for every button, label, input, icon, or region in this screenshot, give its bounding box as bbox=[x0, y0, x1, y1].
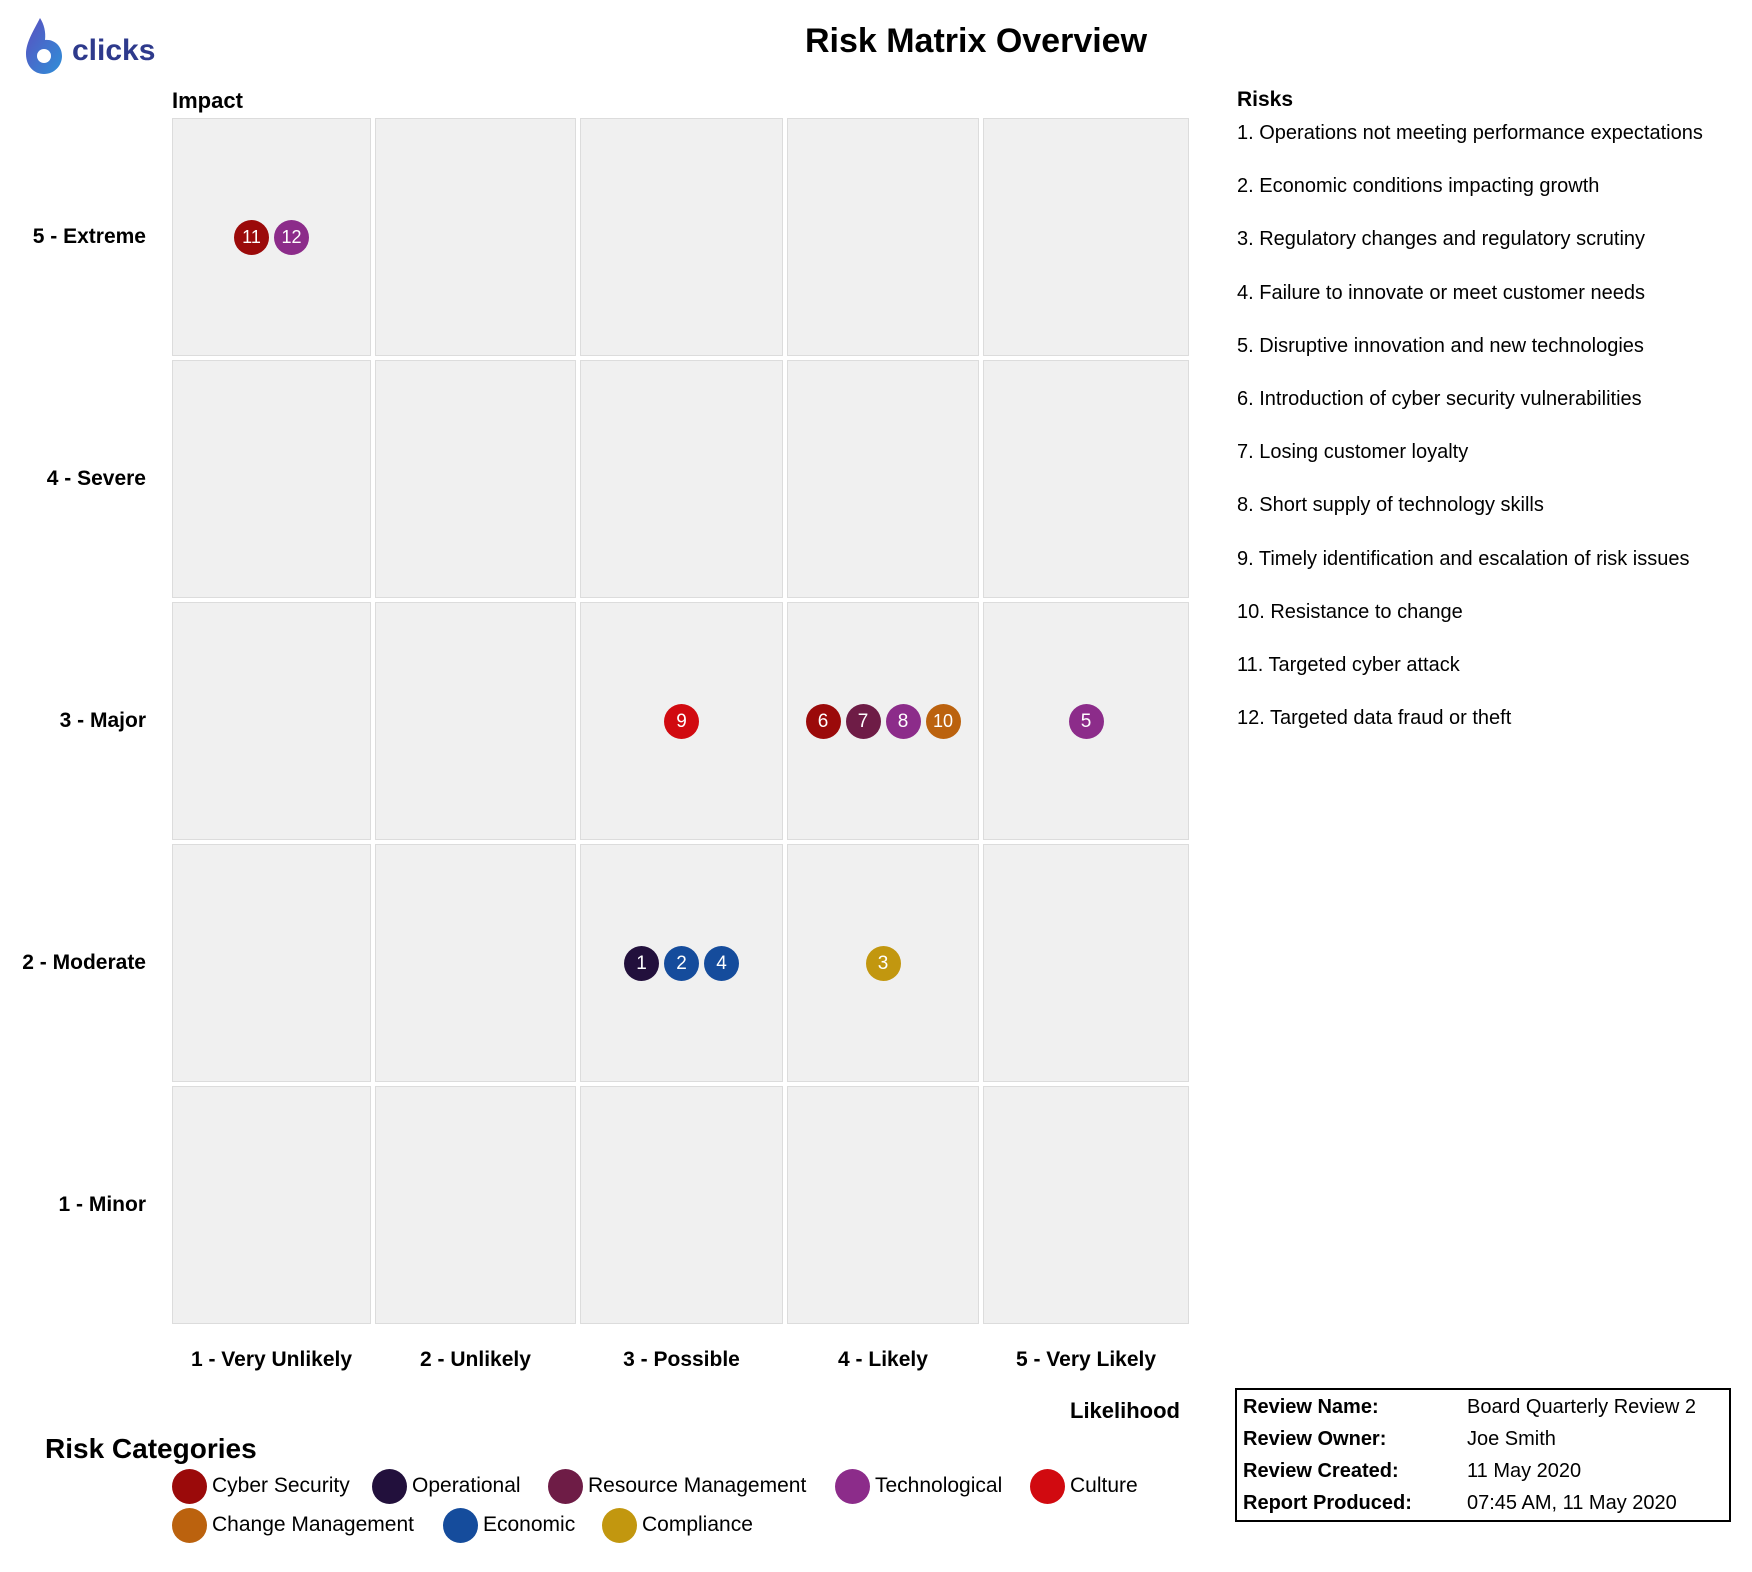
report-produced-key: Report Produced: bbox=[1243, 1492, 1412, 1514]
risk-point-12[interactable]: 12 bbox=[274, 219, 309, 255]
x-tick-label: 2 - Unlikely bbox=[420, 1348, 531, 1371]
matrix-cell bbox=[787, 118, 979, 356]
review-created-value: 11 May 2020 bbox=[1467, 1460, 1582, 1482]
matrix-cell bbox=[172, 360, 371, 598]
legend-item: Compliance bbox=[602, 1507, 753, 1543]
legend-swatch bbox=[602, 1507, 637, 1543]
review-name-value: Board Quarterly Review 2 bbox=[1467, 1396, 1696, 1418]
review-name-key: Review Name: bbox=[1243, 1396, 1379, 1418]
risk-categories-title: Risk Categories bbox=[45, 1433, 257, 1464]
y-tick-label: 2 - Moderate bbox=[22, 951, 146, 974]
x-tick-label: 5 - Very Likely bbox=[1015, 1348, 1157, 1371]
legend-swatch bbox=[172, 1468, 207, 1504]
risk-list-item: 5. Disruptive innovation and new technol… bbox=[1237, 334, 1644, 357]
risk-point-7[interactable]: 7 bbox=[845, 703, 881, 739]
six-drop-logo-icon bbox=[26, 18, 62, 74]
risk-point-9[interactable]: 9 bbox=[664, 703, 699, 739]
matrix-cell bbox=[172, 118, 371, 356]
y-tick-label: 1 - Minor bbox=[58, 1193, 147, 1216]
legend-label: Resource Management bbox=[588, 1474, 807, 1497]
matrix-cell bbox=[172, 844, 371, 1082]
x-tick-label: 1 - Very Unlikely bbox=[190, 1348, 353, 1371]
y-tick-label: 3 - Major bbox=[59, 709, 146, 732]
risk-list-item: 2. Economic conditions impacting growth bbox=[1237, 175, 1600, 198]
matrix-cell bbox=[787, 1086, 979, 1324]
review-info-box: Review Name: Board Quarterly Review 2 Re… bbox=[1235, 1388, 1731, 1522]
legend-item: Resource Management bbox=[548, 1468, 806, 1504]
logo: clicks bbox=[24, 16, 155, 76]
legend-swatch bbox=[835, 1468, 870, 1504]
matrix-cell bbox=[375, 360, 576, 598]
risk-list-item: 9. Timely identification and escalation … bbox=[1237, 547, 1690, 570]
risk-list-item: 4. Failure to innovate or meet customer … bbox=[1237, 281, 1645, 304]
risk-point-5[interactable]: 5 bbox=[1068, 703, 1104, 739]
risk-point-1[interactable]: 1 bbox=[624, 945, 659, 981]
y-tick-label: 5 - Extreme bbox=[32, 225, 146, 248]
matrix-cell bbox=[172, 1086, 371, 1324]
y-axis-label: Impact bbox=[172, 88, 243, 113]
matrix-cell bbox=[983, 118, 1189, 356]
legend-label: Technological bbox=[875, 1474, 1003, 1497]
matrix-cell bbox=[983, 1086, 1189, 1324]
legend-label: Cyber Security bbox=[212, 1474, 350, 1497]
risk-list-item: 10. Resistance to change bbox=[1237, 600, 1463, 623]
risk-point-11[interactable]: 11 bbox=[234, 219, 269, 255]
logo-text: clicks bbox=[72, 34, 156, 67]
legend-item: Economic bbox=[443, 1507, 575, 1543]
x-axis-label: Likelihood bbox=[1070, 1398, 1180, 1423]
risk-point-2[interactable]: 2 bbox=[664, 945, 699, 981]
risk-list-item: 11. Targeted cyber attack bbox=[1237, 654, 1460, 676]
legend-label: Culture bbox=[1070, 1474, 1138, 1497]
legend-label: Operational bbox=[412, 1474, 521, 1497]
x-tick-label: 3 - Possible bbox=[623, 1348, 740, 1371]
y-tick-label: 4 - Severe bbox=[46, 467, 146, 490]
legend-item: Technological bbox=[835, 1468, 1002, 1504]
risk-point-4[interactable]: 4 bbox=[704, 945, 739, 981]
review-owner-key: Review Owner: bbox=[1243, 1428, 1387, 1450]
legend-swatch bbox=[1030, 1468, 1065, 1504]
legend-swatch bbox=[548, 1468, 583, 1504]
page-title-text: Risk Matrix Overview bbox=[804, 22, 1148, 60]
review-created-key: Review Created: bbox=[1243, 1460, 1399, 1482]
risk-list-item: 7. Losing customer loyalty bbox=[1237, 441, 1469, 464]
x-tick-label: 4 - Likely bbox=[838, 1348, 928, 1371]
matrix-cell bbox=[580, 118, 783, 356]
legend-swatch bbox=[372, 1468, 407, 1504]
risk-point-8[interactable]: 8 bbox=[885, 703, 921, 739]
matrix-cell bbox=[375, 1086, 576, 1324]
matrix-cell bbox=[375, 844, 576, 1082]
matrix-cell bbox=[580, 360, 783, 598]
report-produced-value: 07:45 AM, 11 May 2020 bbox=[1467, 1492, 1677, 1514]
legend-item: Culture bbox=[1030, 1468, 1138, 1504]
legend-label: Change Management bbox=[212, 1513, 414, 1536]
risk-point-3[interactable]: 3 bbox=[865, 945, 901, 981]
legend-swatch bbox=[172, 1507, 207, 1543]
matrix-cell bbox=[983, 360, 1189, 598]
page-title: Risk Matrix Overview bbox=[0, 22, 1752, 61]
risk-point-6[interactable]: 6 bbox=[805, 703, 841, 739]
matrix-cell bbox=[580, 1086, 783, 1324]
risk-list-item: 12. Targeted data fraud or theft bbox=[1237, 707, 1512, 730]
legend-item: Cyber Security bbox=[172, 1468, 350, 1504]
matrix-cell bbox=[983, 844, 1189, 1082]
risk-list-item: 6. Introduction of cyber security vulner… bbox=[1237, 388, 1642, 410]
risk-list-item: 3. Regulatory changes and regulatory scr… bbox=[1237, 228, 1646, 251]
legend-item: Change Management bbox=[172, 1507, 414, 1543]
matrix-cell bbox=[375, 602, 576, 840]
matrix-cell bbox=[787, 360, 979, 598]
matrix-cell bbox=[375, 118, 576, 356]
legend-label: Economic bbox=[483, 1513, 576, 1536]
risk-point-10[interactable]: 10 bbox=[925, 703, 961, 739]
risk-list-item: 1. Operations not meeting performance ex… bbox=[1237, 122, 1703, 144]
risks-title: Risks bbox=[1237, 88, 1294, 111]
matrix-cell bbox=[787, 844, 979, 1082]
legend-swatch bbox=[443, 1507, 478, 1543]
matrix-cell bbox=[172, 602, 371, 840]
risk-list-item: 8. Short supply of technology skills bbox=[1237, 494, 1544, 517]
legend-item: Operational bbox=[372, 1468, 521, 1504]
legend-label: Compliance bbox=[642, 1513, 753, 1536]
review-owner-value: Joe Smith bbox=[1467, 1428, 1556, 1450]
